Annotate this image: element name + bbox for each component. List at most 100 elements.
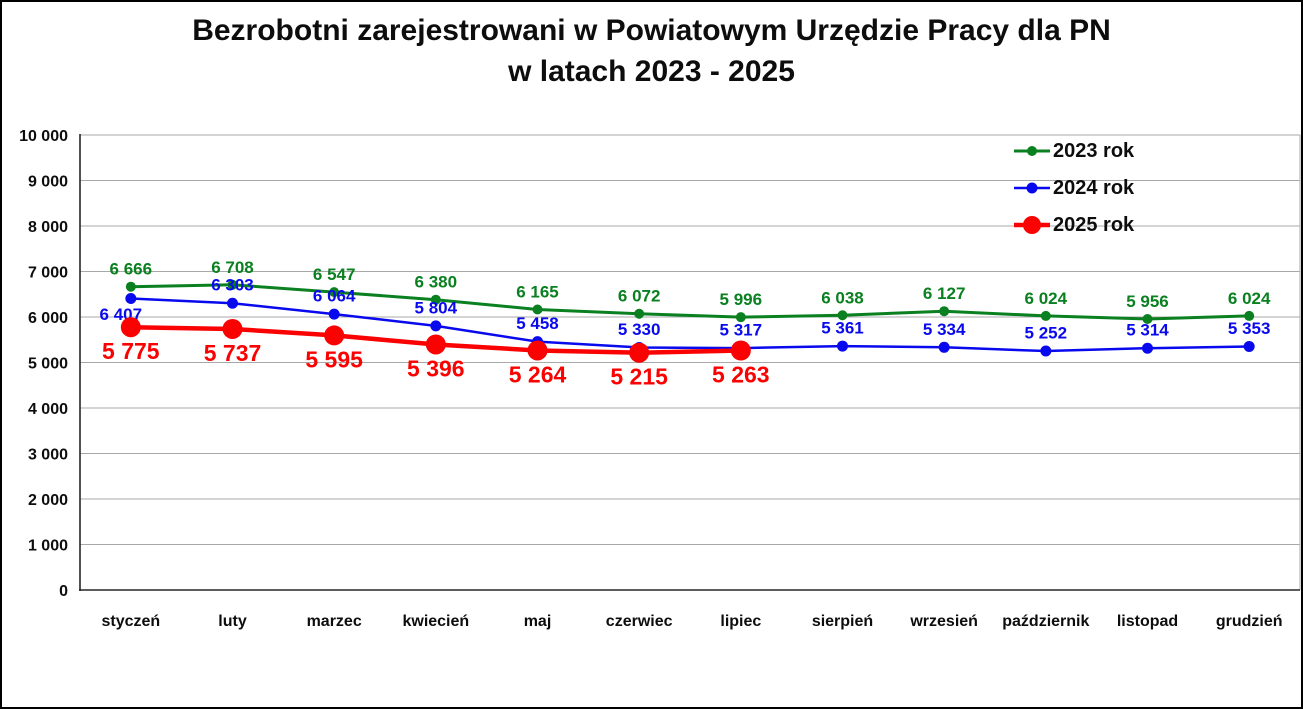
data-point <box>430 320 442 332</box>
data-label: 6 038 <box>821 288 864 307</box>
legend-marker-icon <box>1014 216 1050 234</box>
series-line-2023-rok <box>129 283 1251 321</box>
data-point <box>222 318 243 339</box>
data-label: 6 380 <box>415 273 458 292</box>
data-label: 5 263 <box>712 362 770 388</box>
legend-label: 2023 rok <box>1053 139 1135 162</box>
data-point <box>328 308 340 320</box>
data-point <box>837 310 848 321</box>
series-line-2024-rok <box>129 297 1251 353</box>
y-tick-label: 4 000 <box>28 401 68 418</box>
data-label: 5 458 <box>516 314 559 333</box>
x-category-label: wrzesień <box>909 613 978 630</box>
legend-dot <box>1023 216 1041 234</box>
data-label: 6 024 <box>1025 289 1068 308</box>
data-point <box>1040 345 1052 357</box>
y-tick-label: 3 000 <box>28 447 68 464</box>
x-category-label: styczeń <box>101 613 160 630</box>
legend-dot <box>1026 182 1038 194</box>
x-category-label: listopad <box>1117 613 1178 630</box>
legend-label: 2025 rok <box>1053 213 1135 236</box>
y-tick-label: 9 000 <box>28 174 68 191</box>
data-point <box>125 292 137 304</box>
data-point <box>938 341 950 353</box>
legend-marker-icon <box>1014 182 1050 194</box>
chart-title-line1: Bezrobotni zarejestrowani w Powiatowym U… <box>192 14 1111 47</box>
y-tick-label: 6 000 <box>28 310 68 327</box>
y-tick-label: 1 000 <box>28 538 68 555</box>
legend-dot <box>1027 146 1037 156</box>
x-category-label: grudzień <box>1216 613 1283 630</box>
data-point <box>1142 342 1153 354</box>
data-point <box>1243 340 1255 352</box>
legend-item-2024-rok: 2024 rok <box>1014 175 1134 201</box>
data-label: 5 264 <box>509 361 567 387</box>
x-category-label: marzec <box>307 613 362 630</box>
y-tick-label: 10 000 <box>19 128 68 145</box>
data-point <box>735 312 746 323</box>
data-label: 5 804 <box>415 298 458 317</box>
data-label: 5 396 <box>407 355 465 381</box>
data-label: 5 595 <box>305 346 363 372</box>
data-label: 6 072 <box>618 287 661 306</box>
data-label: 6 708 <box>211 258 254 277</box>
data-label: 5 996 <box>720 290 763 309</box>
x-category-label: luty <box>218 613 247 630</box>
data-point <box>837 340 848 352</box>
data-point <box>1040 310 1051 321</box>
y-tick-label: 7 000 <box>28 265 68 282</box>
data-label: 5 314 <box>1126 321 1169 340</box>
data-point <box>430 294 441 305</box>
data-label: 5 334 <box>923 320 966 339</box>
chart-title-line2: w latach 2023 - 2025 <box>508 55 795 88</box>
data-point <box>120 317 141 338</box>
data-point <box>730 340 751 361</box>
data-point <box>532 304 543 315</box>
data-point <box>939 306 950 317</box>
y-tick-label: 2 000 <box>28 492 68 509</box>
data-label: 5 361 <box>821 319 864 338</box>
data-point <box>329 287 340 298</box>
data-label: 5 956 <box>1126 292 1169 311</box>
data-point <box>227 279 238 290</box>
x-category-label: kwiecień <box>402 613 469 630</box>
x-category-label: październik <box>1002 613 1089 630</box>
legend-item-2023-rok: 2023 rok <box>1014 138 1134 164</box>
data-label: 5 215 <box>610 364 668 390</box>
legend: 2023 rok 2024 rok 2025 rok <box>1014 138 1134 249</box>
data-label: 5 775 <box>102 338 160 364</box>
data-label: 6 127 <box>923 284 966 303</box>
data-point <box>1142 314 1153 325</box>
data-label: 5 737 <box>204 340 262 366</box>
data-label: 6 303 <box>211 276 254 295</box>
y-tick-label: 5 000 <box>28 356 68 373</box>
data-point <box>227 297 238 309</box>
legend-item-2025-rok: 2025 rok <box>1014 212 1134 238</box>
data-point <box>634 308 645 319</box>
x-category-label: maj <box>524 613 552 630</box>
chart-title: Bezrobotni zarejestrowani w Powiatowym U… <box>2 10 1301 92</box>
legend-label: 2024 rok <box>1053 176 1135 199</box>
data-point <box>1244 310 1255 321</box>
y-tick-label: 8 000 <box>28 219 68 236</box>
x-category-label: czerwiec <box>606 613 673 630</box>
data-label: 5 330 <box>618 320 661 339</box>
data-label: 6 064 <box>313 287 356 306</box>
data-label: 5 252 <box>1025 324 1068 343</box>
data-point <box>527 340 548 361</box>
data-point <box>629 342 650 363</box>
data-label: 5 317 <box>720 321 763 340</box>
data-label: 6 024 <box>1228 289 1271 308</box>
data-label: 5 353 <box>1228 319 1271 338</box>
data-point <box>324 325 345 346</box>
data-label: 6 666 <box>110 260 153 279</box>
y-tick-label: 0 <box>59 583 68 600</box>
data-point <box>425 334 446 355</box>
x-category-label: lipiec <box>720 613 761 630</box>
data-label: 6 547 <box>313 265 356 284</box>
x-category-label: sierpień <box>812 613 873 630</box>
legend-marker-icon <box>1014 146 1050 156</box>
data-label: 6 165 <box>516 282 559 301</box>
